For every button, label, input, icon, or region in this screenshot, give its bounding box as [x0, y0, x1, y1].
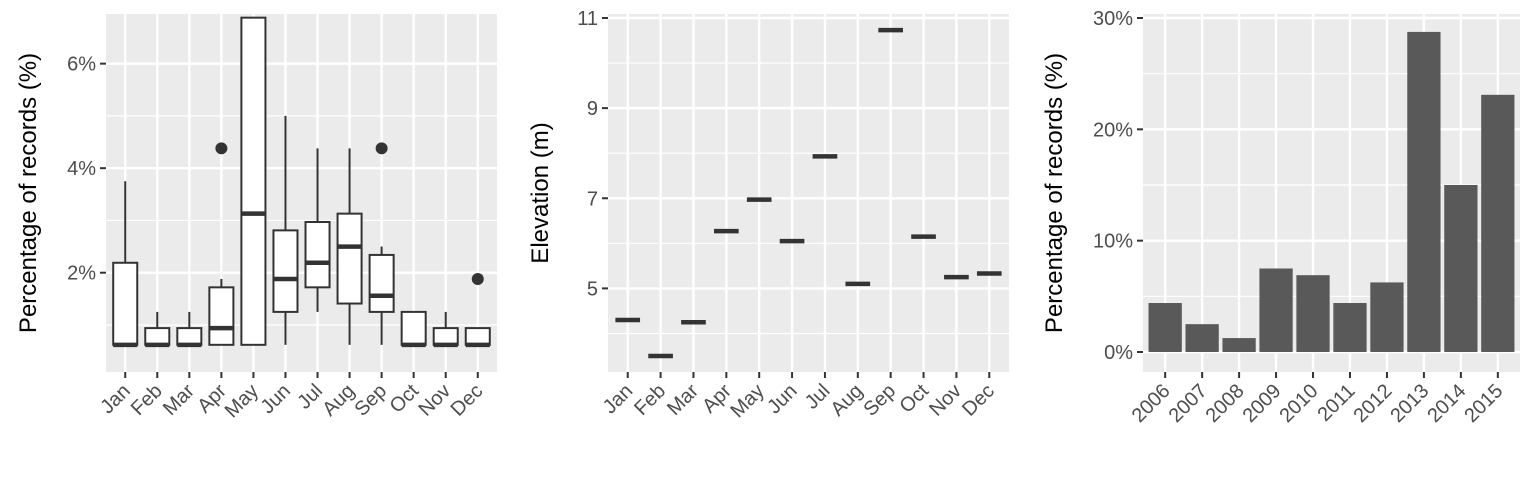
x-tick-label: 2014 [1423, 380, 1470, 427]
y-axis-title: Elevation (m) [527, 122, 554, 263]
box-body [432, 327, 459, 346]
box-oct [400, 310, 427, 348]
box-body [112, 261, 139, 346]
panel-background [106, 14, 497, 372]
y-tick-label: 0% [1104, 342, 1133, 364]
box-body [144, 327, 171, 346]
x-tick-label: Aug [318, 380, 359, 421]
y-tick-label: 7 [587, 188, 598, 210]
box-body [336, 212, 363, 305]
x-tick-label: Jun [763, 380, 801, 418]
x-tick-label: 2013 [1386, 380, 1433, 427]
y-tick-label: 5 [587, 278, 598, 300]
x-tick-label: Jun [257, 380, 295, 418]
box-jul [304, 148, 331, 312]
y-tick-label: 9 [587, 98, 598, 120]
bar-2006 [1148, 303, 1182, 352]
box-feb [144, 311, 171, 348]
box-body [400, 310, 427, 346]
x-tick-label: Aug [827, 380, 868, 421]
box-may [240, 16, 267, 346]
x-tick-label: Nov [925, 380, 966, 421]
outlier-point [215, 142, 228, 155]
y-tick-label: 11 [577, 8, 598, 30]
x-tick-label: 2009 [1239, 380, 1286, 427]
bar-2012 [1370, 282, 1404, 352]
monthly-record-percentage-boxplot: 2%4%6%JanFebMarAprMayJunJulAugSepOctNovD… [15, 14, 497, 422]
box-jun [272, 115, 299, 345]
x-tick-label: 2012 [1349, 380, 1396, 427]
y-axis-title: Percentage of records (%) [1041, 53, 1068, 333]
x-tick-label: Nov [415, 380, 456, 421]
panel-background [608, 14, 1009, 372]
y-tick-label: 6% [67, 54, 96, 76]
bar-2007 [1185, 324, 1219, 352]
box-body [368, 253, 395, 313]
x-tick-label: Sep [859, 380, 900, 421]
box-nov [432, 311, 459, 348]
bar-2013 [1407, 31, 1441, 353]
box-dec [464, 272, 491, 348]
box-body [464, 327, 491, 346]
x-tick-label: Dec [447, 380, 488, 421]
x-tick-label: Mar [159, 380, 199, 420]
box-apr [208, 142, 235, 346]
x-tick-label: Oct [386, 380, 424, 418]
x-tick-label: 2015 [1460, 380, 1507, 427]
box-body [304, 221, 331, 289]
y-tick-label: 4% [67, 158, 96, 180]
bar-2010 [1296, 275, 1330, 352]
bar-2009 [1259, 268, 1293, 352]
y-tick-label: 20% [1093, 119, 1133, 141]
x-tick-label: May [726, 380, 768, 422]
y-tick-label: 30% [1093, 8, 1133, 30]
x-tick-label: Feb [630, 380, 670, 420]
box-body [176, 327, 203, 346]
y-tick-label: 10% [1093, 231, 1133, 253]
y-tick-label: 2% [67, 263, 96, 285]
bar-2014 [1444, 185, 1478, 352]
x-tick-label: 2011 [1314, 380, 1360, 426]
box-sep [368, 142, 395, 345]
x-tick-label: Oct [896, 380, 934, 418]
x-tick-label: 2006 [1128, 380, 1175, 427]
x-tick-label: 2008 [1202, 380, 1249, 427]
bar-2011 [1333, 303, 1367, 352]
x-tick-label: Mar [663, 380, 703, 420]
box-body [272, 229, 299, 313]
x-tick-label: 2010 [1276, 380, 1323, 427]
x-tick-label: Feb [127, 380, 167, 420]
x-tick-label: Jan [599, 380, 637, 418]
box-mar [176, 311, 203, 348]
x-tick-label: May [221, 380, 263, 422]
bar-2015 [1481, 94, 1515, 352]
outlier-point [471, 272, 484, 285]
box-body [208, 286, 235, 346]
bar-2008 [1222, 338, 1256, 352]
outlier-point [375, 142, 388, 155]
x-tick-label: Jan [96, 380, 134, 418]
y-axis-title: Percentage of records (%) [15, 53, 42, 333]
box-jan [112, 181, 139, 348]
box-aug [336, 148, 363, 345]
yearly-record-percentage-bar-chart: 0%10%20%30%20062007200820092010201120122… [1041, 8, 1520, 427]
x-tick-label: 2007 [1165, 380, 1212, 427]
x-tick-label: Sep [350, 380, 391, 421]
box-body [240, 16, 267, 346]
x-tick-label: Dec [958, 380, 999, 421]
